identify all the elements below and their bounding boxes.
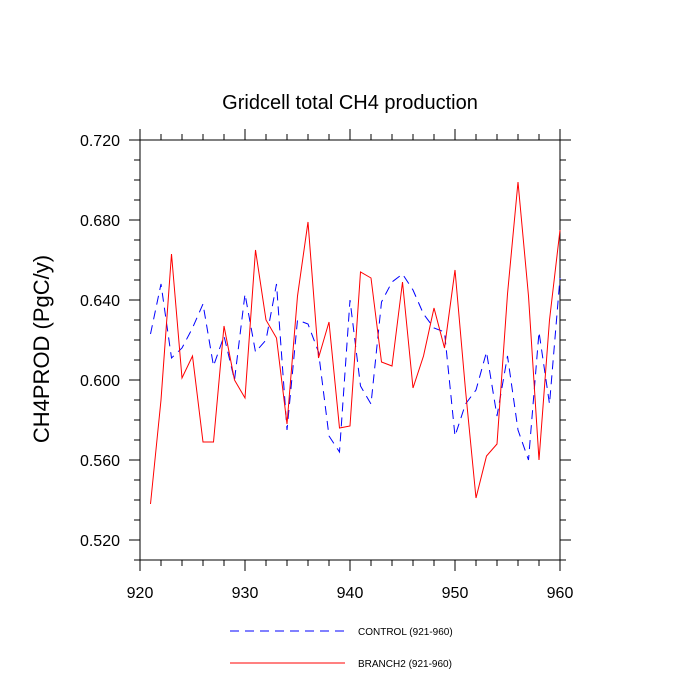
y-tick-label: 0.720 [80,133,120,150]
legend: CONTROL (921-960) BRANCH2 (921-960) [230,627,453,670]
series-line-branch2 [150,181,561,505]
x-tick-label: 950 [442,585,469,602]
plot-frame [139,139,561,561]
y-tick-label: 0.520 [80,533,120,550]
chart-title: Gridcell total CH4 production [222,92,478,114]
plot-area: 920 930 940 950 960 0.520 0.560 0.600 0.640 0.680… [80,129,573,602]
y-tick-label: 0.680 [80,213,120,230]
y-axis-label: CH4PROD (PgC/y) [29,255,54,443]
y-tick-label: 0.640 [80,293,120,310]
x-tick-label: 920 [127,585,154,602]
x-tick-label: 960 [547,585,574,602]
y-tick-label: 0.560 [80,453,120,470]
legend-label-control: CONTROL (921-960) [358,627,453,638]
series-line-control [150,273,561,461]
legend-label-branch2: BRANCH2 (921-960) [358,659,452,670]
y-tick-label: 0.600 [80,373,120,390]
x-tick-label: 930 [232,585,259,602]
x-tick-label: 940 [337,585,364,602]
